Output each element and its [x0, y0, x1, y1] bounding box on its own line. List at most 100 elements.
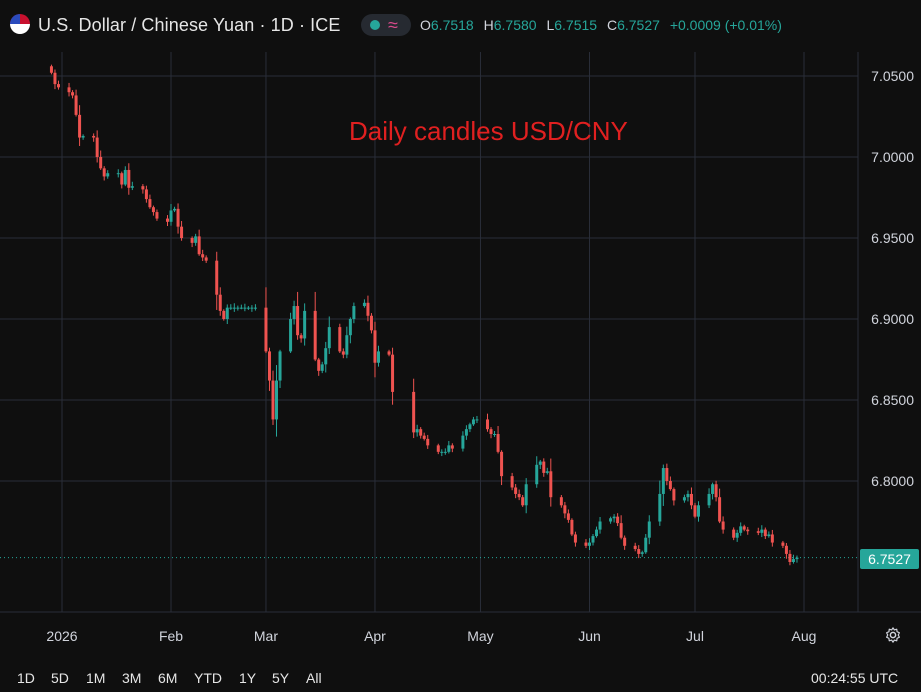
candle-body: [278, 351, 282, 381]
range-5d-button[interactable]: 5D: [51, 670, 69, 686]
candle-body: [535, 464, 539, 485]
candle-body: [348, 319, 352, 336]
candle-body: [450, 445, 454, 449]
candle-body: [447, 445, 451, 452]
candle-body: [246, 307, 250, 309]
candle-body: [760, 529, 764, 533]
candle-body: [566, 513, 570, 520]
candle-body: [587, 542, 591, 546]
candle-body: [267, 351, 271, 381]
candle-body: [770, 534, 774, 543]
candle-body: [510, 476, 514, 488]
range-6m-button[interactable]: 6M: [158, 670, 178, 686]
y-axis: 7.0500 7.0000 6.9500 6.9000 6.8500 6.8000: [871, 68, 914, 489]
candle-body: [739, 526, 743, 533]
candle-body: [682, 497, 686, 501]
gear-icon[interactable]: [884, 626, 902, 644]
candle-body: [324, 348, 328, 365]
range-5y-button[interactable]: 5Y: [272, 670, 290, 686]
candle-body: [721, 521, 725, 530]
candle-body: [486, 419, 490, 430]
x-tick-label: 2026: [46, 628, 77, 644]
current-price-tag: 6.7527: [860, 549, 919, 569]
range-3m-button[interactable]: 3M: [122, 670, 142, 686]
y-tick-label: 6.9500: [871, 230, 914, 246]
market-status-badge[interactable]: ≈: [361, 14, 411, 36]
candle-body: [197, 236, 201, 255]
x-tick-label: May: [467, 628, 493, 644]
y-tick-label: 7.0500: [871, 68, 914, 84]
candle-body: [341, 351, 345, 355]
candle-body: [524, 484, 528, 506]
candle-body: [573, 534, 577, 543]
ohlc-readout: O6.7518 H6.7580 L6.7515 C6.7527 +0.0009 …: [420, 17, 788, 33]
candle-body: [264, 307, 268, 352]
candle-body: [232, 307, 236, 309]
range-ytd-button[interactable]: YTD: [194, 670, 222, 686]
range-1y-button[interactable]: 1Y: [239, 670, 257, 686]
candle-body: [559, 497, 563, 506]
candle-body: [788, 553, 792, 562]
candle-body: [412, 391, 416, 433]
candle-body: [647, 521, 651, 538]
candle-body: [204, 257, 208, 261]
candle-body: [275, 380, 279, 420]
candle-body: [176, 208, 180, 227]
range-all-button[interactable]: All: [306, 670, 322, 686]
candle-body: [345, 335, 349, 355]
candle-body: [250, 307, 254, 309]
candle-body: [313, 310, 317, 360]
candle-body: [686, 493, 690, 498]
candle-body: [637, 549, 641, 554]
candle-body: [443, 451, 447, 453]
candle-body: [461, 435, 465, 449]
change-value: +0.0009 (+0.01%): [669, 17, 782, 33]
open-label: O: [420, 17, 431, 33]
candle-body: [352, 306, 356, 319]
candle-body: [102, 168, 106, 177]
candle-body: [732, 529, 736, 538]
candle-body: [106, 173, 110, 177]
candle-body: [795, 557, 799, 560]
candle-body: [742, 526, 746, 530]
candle-body: [225, 307, 229, 319]
candle-body: [707, 493, 711, 506]
candle-body: [289, 319, 293, 352]
candle-body: [92, 135, 96, 138]
candle-body: [190, 238, 194, 243]
y-tick-label: 6.8500: [871, 392, 914, 408]
candle-body: [144, 189, 148, 200]
candle-body: [661, 468, 665, 494]
candle-body: [130, 186, 134, 188]
candle-body: [422, 435, 426, 439]
high-value: 6.7580: [493, 17, 537, 33]
candle-body: [194, 236, 198, 243]
low-label: L: [546, 17, 555, 33]
wave-icon: ≈: [388, 15, 398, 35]
chart-header: U.S. Dollar / Chinese Yuan · 1D · ICE ≈ …: [0, 0, 921, 52]
candle-body: [746, 529, 750, 532]
range-1m-button[interactable]: 1M: [86, 670, 106, 686]
us-cn-flag-icon: [10, 14, 30, 34]
candles: [49, 64, 799, 566]
candle-body: [711, 484, 715, 494]
candle-body: [387, 351, 391, 355]
candle-body: [362, 302, 366, 307]
candle-body: [320, 364, 324, 371]
candle-body: [327, 327, 331, 349]
range-1d-button[interactable]: 1D: [17, 670, 35, 686]
candle-body: [672, 489, 676, 501]
candle-body: [71, 92, 75, 96]
y-tick-label: 6.9000: [871, 311, 914, 327]
x-axis: 2026 Feb Mar Apr May Jun Jul Aug: [46, 628, 816, 644]
candle-body: [689, 493, 693, 506]
candle-body: [658, 493, 662, 522]
x-tick-label: Mar: [254, 628, 278, 644]
candle-body: [493, 434, 497, 436]
symbol-title[interactable]: U.S. Dollar / Chinese Yuan · 1D · ICE: [38, 15, 341, 35]
candle-body: [514, 487, 518, 494]
candle-body: [173, 208, 177, 211]
candle-body: [165, 218, 169, 222]
candle-body: [468, 424, 472, 430]
candlestick-chart[interactable]: 7.0500 7.0000 6.9500 6.9000 6.8500 6.8000 202…: [0, 0, 921, 662]
